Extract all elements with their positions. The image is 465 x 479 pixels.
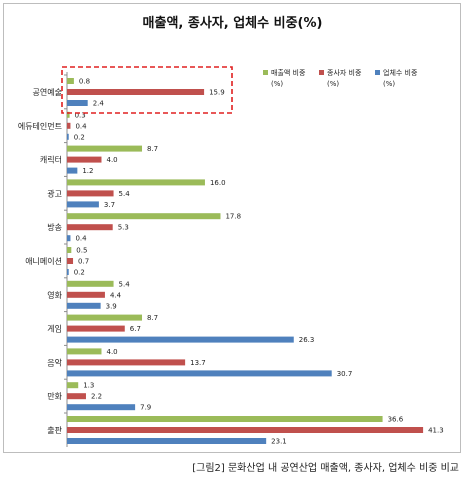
bar [67,438,267,444]
bar [67,201,99,208]
data-label: 0.5 [76,247,87,255]
data-label: 30.7 [337,370,353,378]
category-label: 영화 [47,290,62,300]
bar [67,302,101,309]
bar [67,325,125,332]
bar [67,190,114,197]
data-label: 26.3 [299,336,315,344]
data-label: 16.0 [210,179,226,187]
bar [67,280,114,287]
bar [67,393,86,400]
category-label: 캐릭터 [40,155,62,165]
bar [67,269,69,275]
legend-label: 종사자 비중 [327,68,362,77]
bar [67,224,113,231]
bar [67,145,143,152]
data-label: 2.4 [93,100,105,108]
legend-label-unit: (%) [327,80,339,88]
bar [67,258,74,264]
category-label: 만화 [47,392,62,401]
highlight-box [61,66,233,114]
bar [67,314,143,321]
legend-swatch [263,70,268,75]
bar-chart: 공연예술 0.8 15.9 2.4 에듀테인먼트 0.3 0.4 0.2 캐릭터 8.7 4.0 1.… [18,66,444,447]
data-label: 17.8 [225,213,241,221]
data-label: 0.8 [79,78,90,86]
bar [67,133,69,140]
data-label: 0.2 [74,133,85,141]
bar [67,427,424,433]
bar [67,336,294,343]
bar [67,89,205,95]
bar [67,167,78,174]
data-label: 0.3 [75,111,86,119]
data-label: 3.7 [104,201,115,209]
category-label: 음악 [47,357,62,367]
bar [67,416,383,422]
bar [67,291,105,298]
bar [67,100,88,106]
data-label: 2.2 [91,393,102,401]
legend-label: 매출액 비중 [271,68,306,77]
category-label: 에듀테인먼트 [18,121,62,131]
legend-label: 업체수 비중 [383,68,418,77]
data-label: 6.7 [130,325,141,333]
bar [67,370,332,377]
data-label: 15.9 [209,89,225,97]
data-label: 23.1 [271,438,287,446]
data-label: 8.7 [147,314,158,322]
category-label: 게임 [47,324,62,334]
data-label: 0.4 [75,122,87,130]
data-label: 13.7 [190,359,206,367]
category-label: 공연예술 [33,87,62,97]
category-label: 애니메이션 [25,256,62,266]
data-label: 5.4 [119,280,131,288]
data-label: 4.4 [110,291,122,299]
data-label: 7.9 [140,404,151,412]
bar [67,111,70,118]
category-label: 방송 [47,222,62,232]
data-label: 4.0 [106,348,117,356]
bar [67,235,71,242]
figure-caption: [그림2] 문화산업 내 공연산업 매출액, 종사자, 업체수 비중 비교 [192,463,459,474]
bar [67,247,72,253]
legend-swatch [319,70,324,75]
bar [67,179,205,186]
data-label: 1.2 [82,167,93,175]
legend-label-unit: (%) [383,80,395,88]
category-label: 출판 [47,425,62,435]
data-label: 0.2 [74,269,85,277]
bar [67,213,221,220]
data-label: 41.3 [428,427,444,435]
data-label: 0.7 [78,258,89,266]
bar [67,382,79,389]
bar [67,78,74,84]
data-label: 1.3 [83,382,94,390]
data-label: 5.4 [119,190,131,198]
bar [67,359,186,366]
bar [67,348,102,355]
category-label: 광고 [47,188,62,198]
bar [67,156,102,163]
bar [67,404,136,411]
legend-swatch [375,70,380,75]
data-label: 4.0 [106,156,117,164]
data-label: 8.7 [147,145,158,153]
data-label: 36.6 [388,416,404,424]
data-label: 3.9 [106,302,117,310]
data-label: 0.4 [75,235,87,243]
legend-label-unit: (%) [271,80,283,88]
chart-title: 매출액, 종사자, 업체수 비중(%) [142,16,323,31]
bar [67,122,71,129]
data-label: 5.3 [118,224,129,232]
